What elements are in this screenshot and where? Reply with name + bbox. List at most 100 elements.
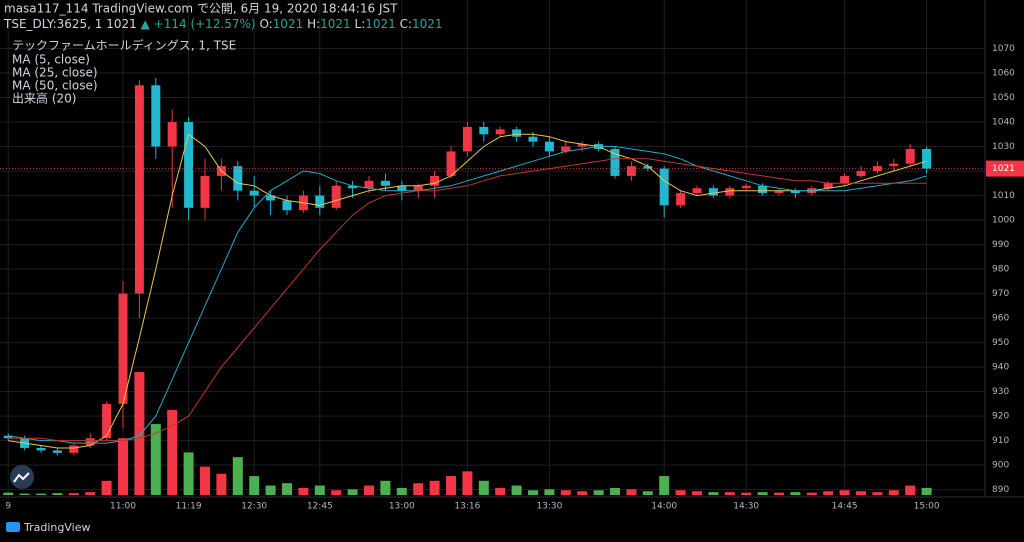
volume-bar (610, 487, 620, 495)
volume-bar (839, 490, 850, 495)
candle-body (397, 185, 407, 191)
volume-bar (511, 485, 522, 495)
volume-bar (921, 487, 932, 495)
volume-bar (68, 493, 79, 495)
legend-entry: 出来高 (20) (12, 91, 76, 106)
candle-body (184, 122, 194, 208)
volume-bar (52, 493, 63, 495)
y-tick-label: 1030 (992, 142, 1015, 152)
volume-bar (36, 493, 46, 495)
grid (0, 0, 985, 497)
volume-bar (626, 489, 637, 495)
candle-body (823, 183, 833, 189)
y-tick-label: 990 (992, 240, 1009, 250)
volume-bar (183, 452, 194, 495)
info-part: 1021 (365, 17, 399, 31)
logo-icon (13, 472, 30, 483)
info-part: 1021 (320, 17, 354, 31)
y-tick-label: 970 (992, 289, 1009, 299)
legend-entry: MA (50, close) (12, 79, 98, 93)
candle-body (758, 185, 768, 194)
y-tick-label: 940 (992, 363, 1009, 373)
info-part: 1021 (273, 17, 307, 31)
candle-body (364, 180, 374, 189)
x-tick-label: 13:30 (536, 502, 562, 512)
legend-entry: MA (25, close) (12, 66, 98, 80)
volume-bar (396, 487, 407, 495)
volume-bar (298, 487, 309, 495)
y-tick-label: 1070 (992, 44, 1015, 54)
candle-body (167, 122, 177, 147)
candle-body (840, 175, 850, 184)
candle-body (561, 146, 571, 152)
volume-bar (3, 492, 14, 495)
candle-body (3, 435, 13, 439)
x-tick-label: 14:30 (733, 502, 759, 512)
y-tick-label: 910 (992, 436, 1009, 446)
brand-icon (6, 522, 20, 532)
candle-body (626, 166, 636, 176)
x-tick-label: 11:00 (110, 502, 136, 512)
x-tick-label: 13:16 (454, 502, 480, 512)
info-part: L: (355, 17, 366, 31)
info-part: 1021 (412, 17, 443, 31)
volume-bar (216, 473, 227, 495)
legend-entry: MA (5, close) (12, 53, 90, 67)
candle-body (266, 195, 276, 201)
candle-body (708, 188, 718, 196)
volume-bar (560, 490, 571, 495)
volume-layer (3, 372, 932, 495)
info-part: O: (259, 17, 272, 31)
candle-body (725, 188, 735, 196)
candle-body (413, 185, 423, 191)
volume-bar (282, 483, 292, 495)
candle-body (528, 136, 538, 142)
last-price-box (986, 160, 1024, 177)
candle-body (233, 166, 243, 191)
volume-bar (134, 372, 145, 495)
candle-body (52, 450, 62, 453)
brand: TradingView (23, 521, 90, 534)
x-tick-label: 13:00 (389, 502, 415, 512)
candle-body (36, 447, 46, 451)
candle-body (872, 166, 882, 172)
volume-bar (446, 476, 456, 495)
candle-body (659, 168, 669, 206)
ma-line (8, 146, 927, 444)
x-tick-label: 11:19 (176, 502, 202, 512)
volume-bar (478, 480, 489, 495)
candle-body (85, 438, 95, 446)
candle-body (282, 200, 292, 211)
volume-bar (380, 480, 391, 495)
last-price-label: 1021 (992, 164, 1015, 174)
x-tick-label: 9 (5, 502, 11, 512)
volume-bar (413, 483, 424, 495)
y-tick-label: 980 (992, 265, 1009, 275)
volume-bar (200, 466, 210, 495)
volume-bar (741, 492, 752, 495)
volume-bar (642, 491, 653, 495)
volume-bar (331, 490, 342, 495)
volume-bar (757, 492, 768, 495)
volume-bar (577, 491, 588, 495)
candle-body (462, 126, 472, 152)
volume-bar (675, 490, 686, 495)
candle-body (905, 148, 915, 164)
candle-body (446, 151, 456, 176)
volume-bar (528, 490, 538, 495)
volume-bar (101, 480, 112, 495)
info-line: TSE_DLY:3625, 1 1021 ▲ +114 (+12.57%) O:… (3, 17, 443, 31)
candle-body (380, 180, 390, 186)
candle-body (151, 85, 161, 147)
volume-bar (364, 485, 374, 495)
candle-body (544, 141, 554, 152)
candle-body (512, 129, 522, 137)
candle-body (676, 193, 686, 206)
volume-bar (85, 492, 96, 495)
y-tick-label: 1060 (992, 69, 1015, 79)
candle-body (102, 403, 112, 439)
volume-bar (150, 424, 161, 495)
candle-body (315, 195, 325, 208)
volume-bar (708, 492, 719, 495)
info-part: C: (400, 17, 412, 31)
